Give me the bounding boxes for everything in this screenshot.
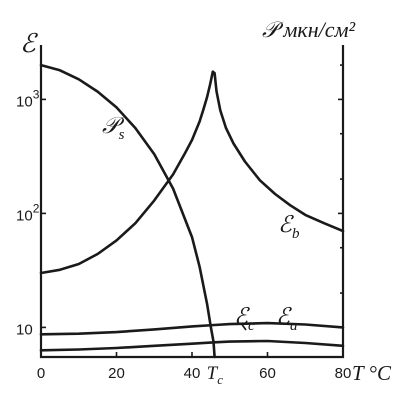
series-label-subscript: c (248, 318, 255, 334)
y-tick-label: 10 (16, 321, 33, 338)
y-tick-exponent: 3 (33, 87, 40, 101)
series-label-2: ℰc (234, 304, 255, 334)
x-tick-label: 40 (184, 365, 201, 382)
chart-frame (39, 45, 345, 359)
series-label-subscript: b (292, 226, 300, 242)
x-tick-label: 0 (37, 365, 45, 382)
y-tick-label: 102 (16, 201, 40, 224)
x-tick-label: 80 (335, 365, 352, 382)
y-tick-label: 103 (16, 87, 40, 110)
series-label-0: 𝒫s (102, 113, 125, 143)
series-line-3 (39, 339, 345, 352)
ticks-layer: 0 20 40 60 80 Tc 10 102 103 (16, 64, 352, 387)
ec-leader-line (240, 322, 247, 331)
series-label-3: ℰa (276, 304, 297, 334)
right-axis-label: 𝒫 мкн/см² (262, 17, 356, 42)
series-line-1 (39, 70, 345, 275)
series-labels-layer: 𝒫s ℰb ℰc ℰa (102, 113, 300, 334)
y-tick-exponent: 2 (33, 201, 40, 215)
series-label-subscript: s (119, 127, 125, 143)
series-line-2 (39, 321, 345, 336)
x-axis-label: T °C (352, 361, 392, 385)
series-layer (39, 63, 345, 359)
tc-tick-label: Tc (207, 363, 224, 387)
left-axis-label: ℰ (20, 29, 38, 58)
x-tick-label: 60 (259, 365, 276, 382)
series-line-0 (39, 63, 216, 359)
tc-tick-subscript: c (217, 372, 223, 387)
series-label-subscript: a (290, 318, 298, 334)
series-label-1: ℰb (278, 212, 300, 242)
x-tick-label: 20 (108, 365, 125, 382)
